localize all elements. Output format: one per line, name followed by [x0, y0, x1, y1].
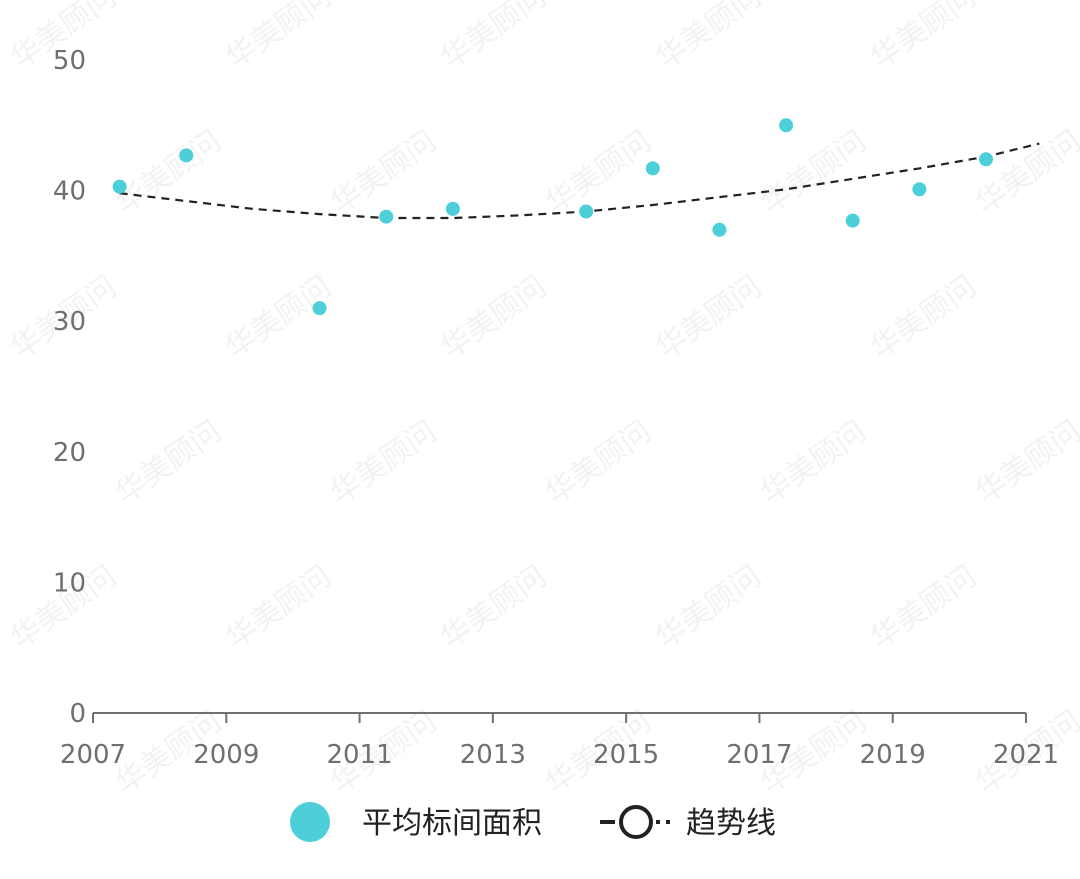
- scatter-point: [645, 161, 660, 176]
- watermark-text: 华美顾问: [970, 414, 1080, 511]
- watermark-text: 华美顾问: [540, 414, 658, 511]
- series-layer: [112, 118, 1040, 316]
- watermark-text: 华美顾问: [220, 559, 338, 656]
- scatter-point: [912, 182, 927, 197]
- legend-scatter-label: 平均标间面积: [362, 806, 542, 841]
- watermark-text: 华美顾问: [325, 414, 443, 511]
- watermark-text: 华美顾问: [435, 269, 553, 366]
- x-tick-label: 2009: [193, 740, 259, 770]
- x-axis-ticks: 2007 2009 2011 2013 2015 2017 2019 2021: [60, 713, 1059, 770]
- scatter-point: [712, 222, 727, 237]
- watermark-text: 华美顾问: [865, 269, 983, 366]
- scatter-point: [779, 118, 794, 133]
- legend-trend-marker: [619, 805, 653, 839]
- y-tick-label: 50: [53, 46, 86, 76]
- y-tick-label: 10: [53, 568, 86, 598]
- scatter-point: [179, 148, 194, 163]
- watermark-text: 华美顾问: [110, 414, 228, 511]
- watermark-text: 华美顾问: [970, 124, 1080, 221]
- watermark-text: 华美顾问: [435, 0, 553, 77]
- x-tick-label: 2019: [860, 740, 926, 770]
- x-tick-label: 2017: [726, 740, 792, 770]
- y-tick-label: 20: [53, 438, 86, 468]
- watermark-text: 华美顾问: [650, 0, 768, 77]
- watermark-text: 华美顾问: [865, 0, 983, 77]
- x-tick-label: 2013: [460, 740, 526, 770]
- x-tick-label: 2021: [993, 740, 1059, 770]
- watermark-text: 华美顾问: [325, 124, 443, 221]
- y-tick-label: 0: [69, 699, 86, 729]
- watermark-text: 华美顾问: [865, 559, 983, 656]
- legend: 平均标间面积 趋势线: [290, 802, 776, 842]
- x-tick-label: 2007: [60, 740, 126, 770]
- watermark-text: 华美顾问: [755, 414, 873, 511]
- watermark-text: 华美顾问: [435, 559, 553, 656]
- scatter-point: [845, 213, 860, 228]
- watermark-text: 华美顾问: [650, 269, 768, 366]
- scatter-point: [979, 152, 994, 167]
- legend-scatter-marker: [290, 802, 330, 842]
- watermark-text: 华美顾问: [755, 124, 873, 221]
- y-tick-label: 30: [53, 307, 86, 337]
- x-tick-label: 2011: [326, 740, 392, 770]
- scatter-point: [312, 301, 327, 316]
- scatter-point: [112, 179, 127, 194]
- x-tick-label: 2015: [593, 740, 659, 770]
- legend-trend-label: 趋势线: [686, 806, 776, 841]
- scatter-point: [379, 209, 394, 224]
- scatter-point: [579, 204, 594, 219]
- scatter-point: [445, 201, 460, 216]
- y-axis-ticks: 0 10 20 30 40 50: [53, 46, 86, 729]
- watermark-text: 华美顾问: [110, 124, 228, 221]
- watermark-text: 华美顾问: [220, 269, 338, 366]
- y-tick-label: 40: [53, 177, 86, 207]
- watermark-text: 华美顾问: [650, 559, 768, 656]
- watermark-text: 华美顾问: [220, 0, 338, 77]
